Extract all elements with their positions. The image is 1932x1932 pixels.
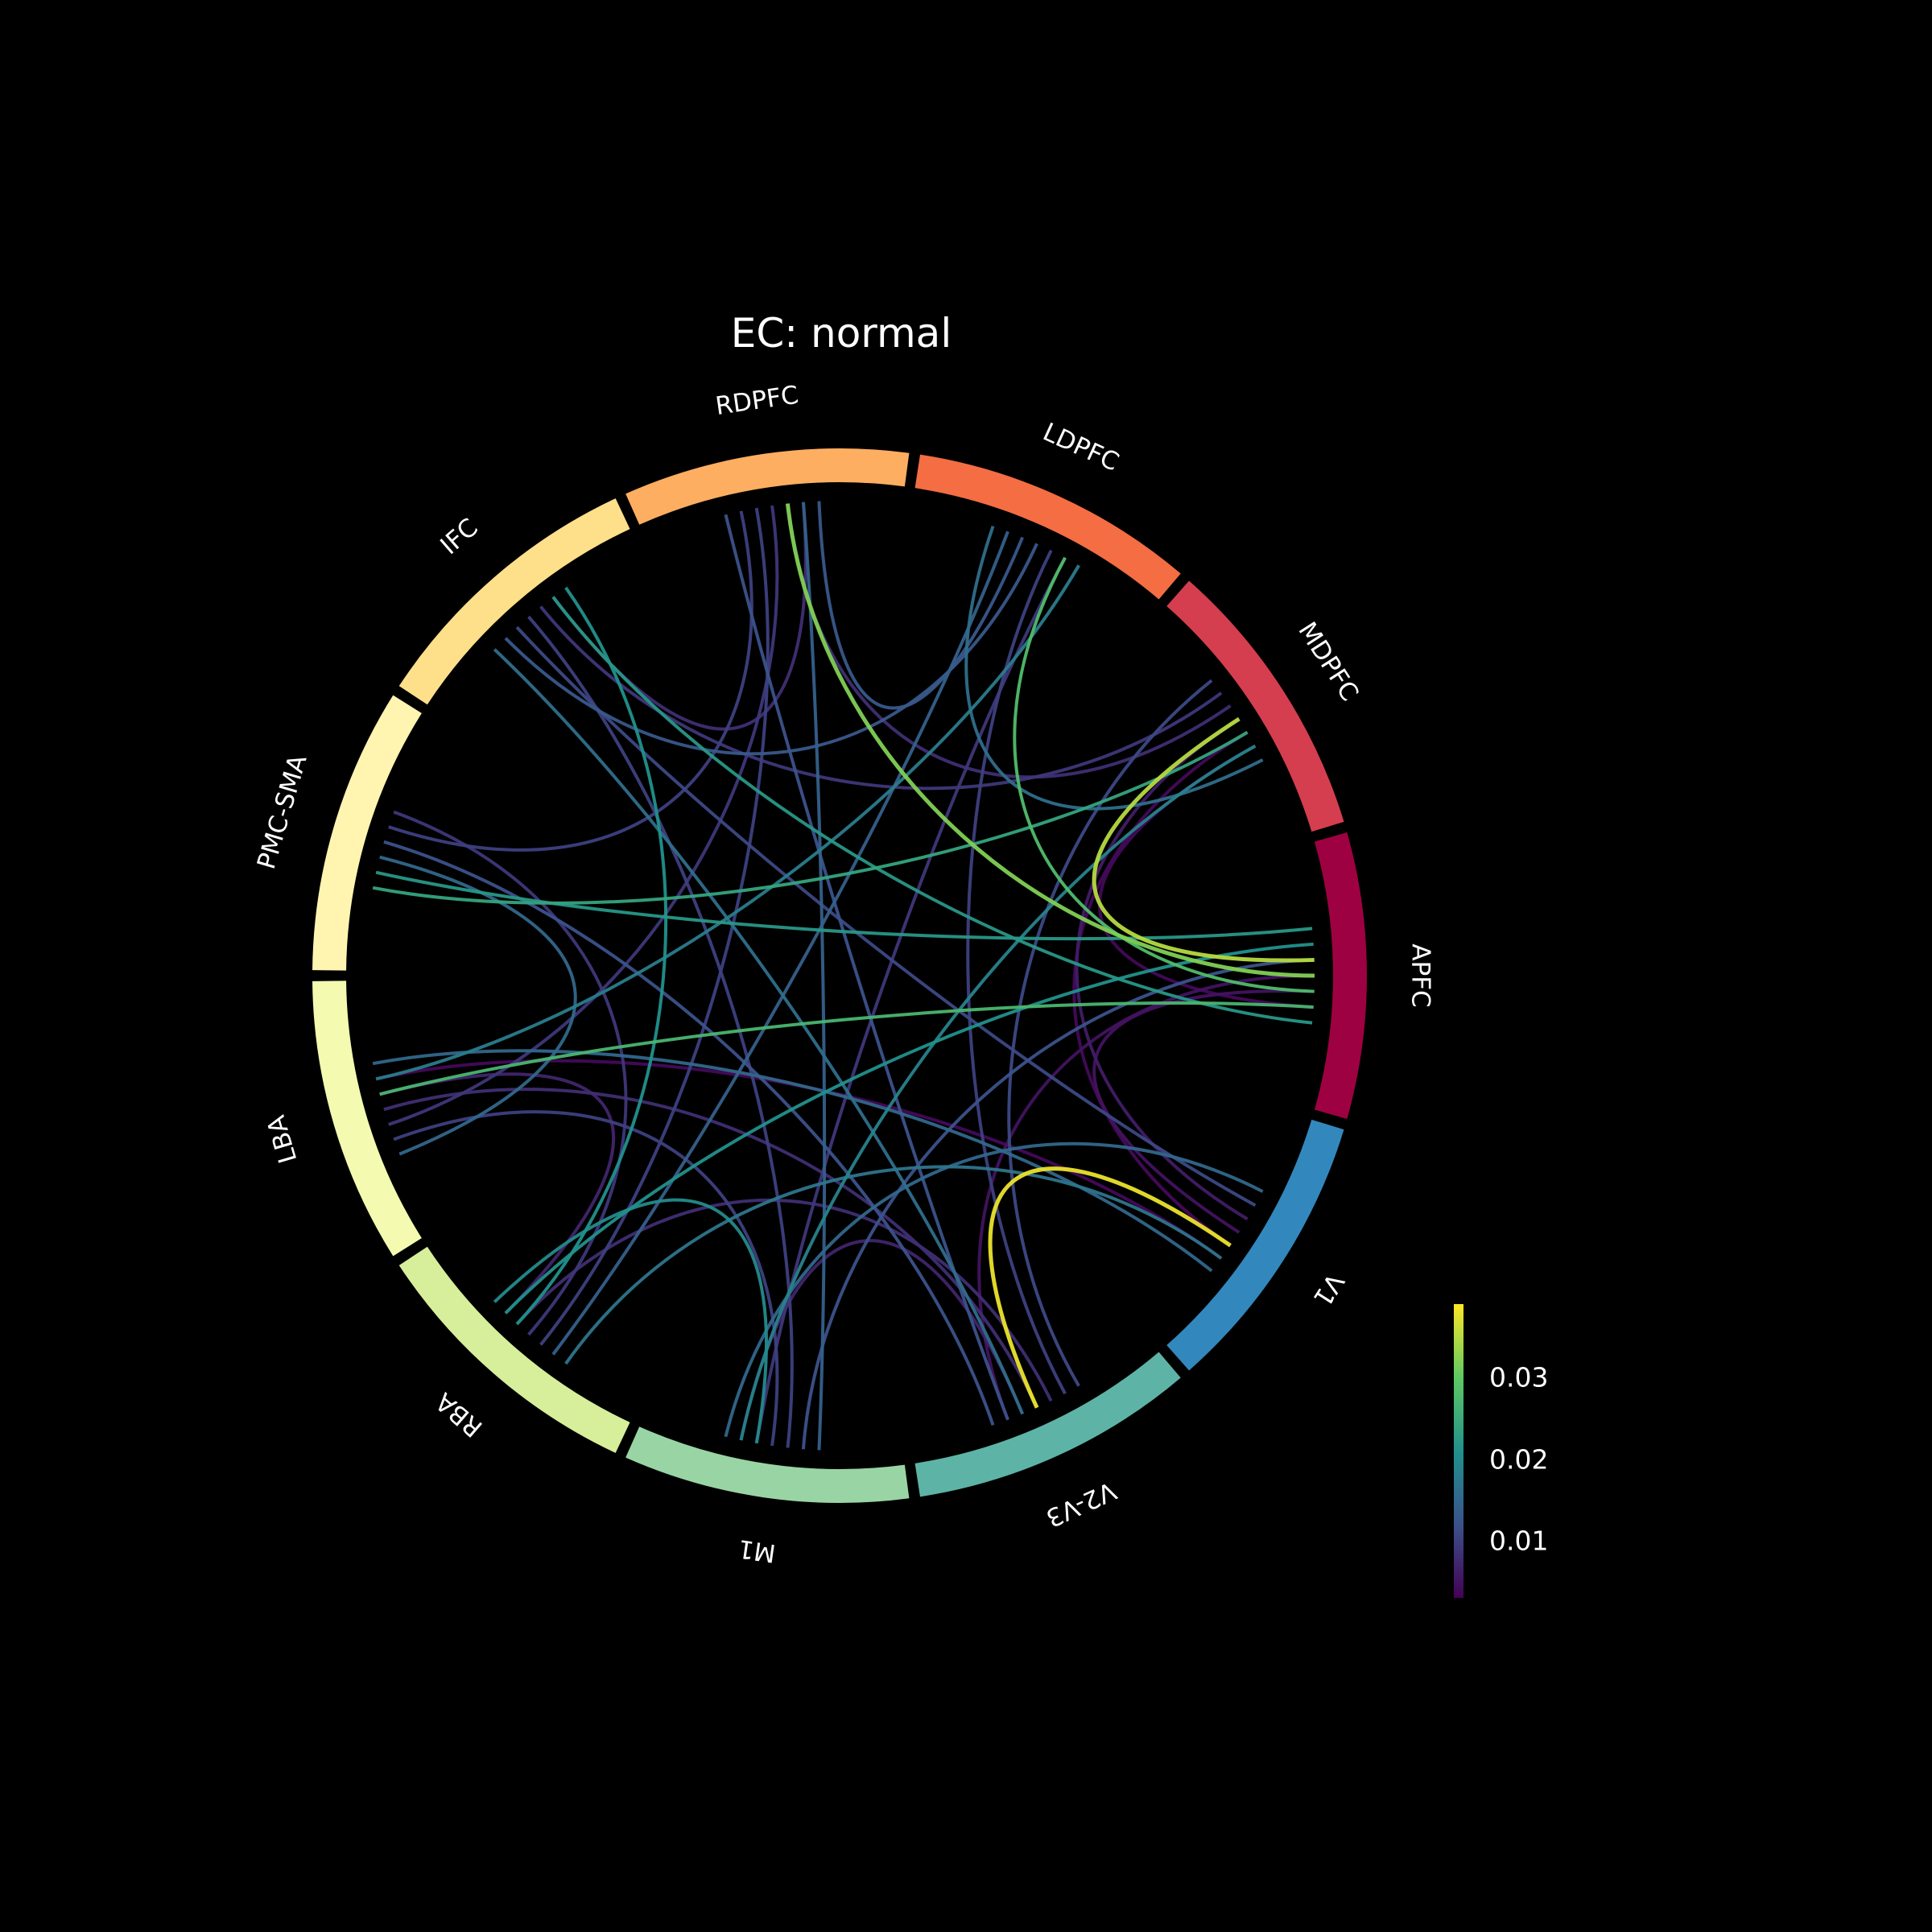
link-v1-v2-v3 [988,1166,1232,1409]
link-pmc-sma-mdpfc [372,730,1249,905]
link-ldpfc-mdpfc [964,525,1264,811]
link-m1-apfc [801,958,1315,1450]
node-arc-pmc-sma [312,695,422,971]
link-ifc-v1 [515,625,1257,1208]
link-ifc-rba [515,586,668,1326]
node-arc-v2-v3 [914,1352,1181,1497]
link-rdpfc-v2-v3 [724,514,1009,1421]
link-v1-apfc [1092,989,1315,1234]
link-rdpfc-mdpfc [786,503,1232,779]
node-label-ifc: IFC [435,513,483,560]
node-ring [312,448,1367,1503]
colorbar-tick-label: 0.01 [1489,1525,1549,1557]
link-pmc-sma-rba [393,810,628,1336]
link-rdpfc-m1 [801,502,827,1451]
node-arc-ldpfc [914,454,1181,600]
link-ifc-apfc [551,596,1313,1025]
node-label-v2-v3: V2-V3 [1042,1476,1121,1533]
node-label-lba: LBA [262,1113,303,1166]
link-rdpfc-ldpfc [817,501,1025,710]
link-rdpfc-rba [539,507,770,1346]
node-label-v1: V1 [1307,1268,1349,1311]
link-mdpfc-apfc [1092,716,1315,963]
link-rba-m1 [493,1198,768,1444]
node-label-mdpfc: MDPFC [1292,617,1364,706]
node-arc-rba [398,1246,630,1453]
link-pmc-sma-v2-v3 [383,840,995,1426]
node-label-rdpfc: RDPFC [713,381,800,421]
node-arc-apfc [1314,832,1367,1119]
node-label-rba: RBA [431,1387,489,1443]
link-ldpfc-apfc [1013,556,1315,993]
link-ifc-m1 [527,615,794,1448]
link-v1-mdpfc [1072,730,1249,1247]
link-m1-v1 [724,1141,1264,1438]
connection-links [372,501,1315,1451]
link-pmc-sma-lba [379,855,577,1156]
link-m1-mdpfc [739,744,1257,1441]
node-arc-mdpfc [1166,580,1344,832]
link-lba-v1 [372,1049,1213,1273]
colorbar-tick-label: 0.02 [1489,1443,1549,1476]
link-v2-v3-apfc [977,974,1315,1421]
link-rba-v1 [564,1165,1223,1365]
colorbar [1454,1304,1463,1598]
node-arc-ifc [398,498,630,705]
colorbar-tick-label: 0.03 [1489,1361,1549,1393]
link-lba-m1 [393,1110,779,1447]
node-label-m1: M1 [737,1534,778,1567]
node-arc-v1 [1166,1119,1344,1371]
node-arc-m1 [625,1426,910,1503]
link-rba-v2-v3 [515,1199,1053,1402]
link-lba-apfc [379,1001,1314,1096]
node-label-ldpfc: LDPFC [1038,418,1123,477]
link-rdpfc-apfc [785,503,1315,978]
node-arc-rdpfc [625,448,910,525]
link-lba-ldpfc [375,564,1080,1081]
node-label-pmc-sma: PMC-SMA [252,752,313,873]
link-rdpfc-lba [388,505,779,1126]
link-ldpfc-m1 [754,556,1067,1444]
link-ldpfc-v2-v3 [966,549,1067,1395]
link-v2-v3-ifc [493,648,1025,1415]
link-ldpfc-rba [551,530,1009,1356]
link-lba-v2-v3 [383,1088,1038,1409]
link-pmc-sma-apfc [375,870,1313,941]
link-ifc-ldpfc [504,543,1038,756]
chart-title: EC: normal [730,310,952,357]
node-label-apfc: APFC [1406,943,1435,1007]
node-arc-lba [312,980,422,1257]
